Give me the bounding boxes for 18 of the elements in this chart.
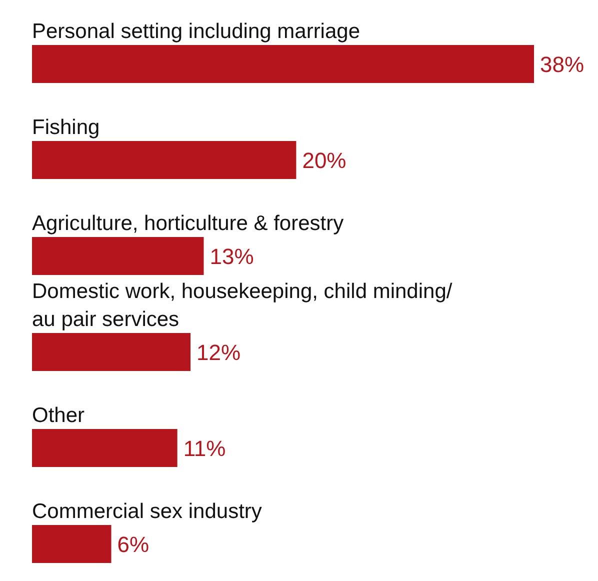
data-label: 20%: [302, 148, 346, 173]
data-label: 12%: [196, 340, 241, 365]
bar: [32, 237, 204, 275]
y-tick-label: Agriculture, horticulture & forestry: [32, 212, 344, 235]
y-tick-label: Fishing: [32, 116, 100, 139]
data-label: 6%: [117, 532, 150, 557]
data-label: 13%: [210, 244, 254, 269]
bar: [32, 333, 191, 371]
y-tick-label: Commercial sex industry: [32, 500, 262, 523]
data-label: 11%: [183, 436, 226, 461]
data-label: 38%: [540, 52, 584, 77]
bar: [32, 429, 178, 467]
bar: [32, 525, 112, 563]
bar: [32, 141, 296, 179]
y-tick-label: Other: [32, 404, 85, 427]
bar: [32, 45, 534, 83]
y-tick-label: Personal setting including marriage: [32, 20, 360, 43]
category-label: Domestic work, housekeeping, child minding/ au pair services: [32, 280, 452, 331]
